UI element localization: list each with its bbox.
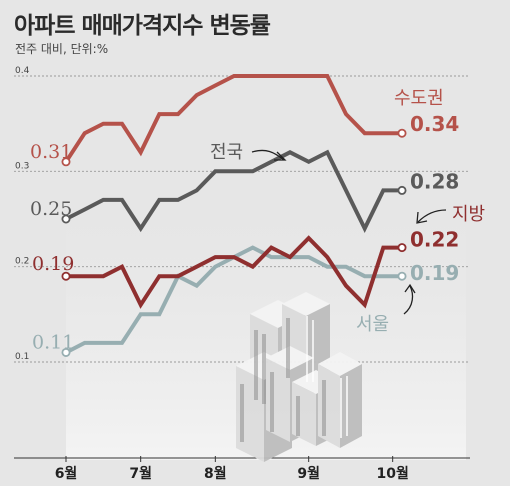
series-end-point-1 <box>397 185 407 195</box>
series-line-2 <box>66 235 402 309</box>
series-line-1 <box>65 149 402 234</box>
chart-title: 아파트 매매가격지수 변동률 <box>14 13 271 39</box>
y-tick-label-2: 0.3 <box>15 161 29 171</box>
series-name-1: 전국 <box>210 142 243 163</box>
chart-subtitle: 전주 대비, 단위:% <box>15 42 109 56</box>
x-tick-label-4: 10월 <box>376 465 408 482</box>
regional-arrow-icon <box>417 209 447 223</box>
series-end-label-3: 0.19 <box>410 261 459 285</box>
seoul-arrow-icon <box>403 285 414 315</box>
x-tick-label-2: 8월 <box>204 465 227 482</box>
series-start-label-1: 0.25 <box>30 198 72 220</box>
y-tick-label-0: 0.1 <box>15 352 29 362</box>
series-start-point-2 <box>61 271 71 281</box>
series-start-point-0 <box>61 157 71 167</box>
series-end-label-2: 0.22 <box>410 228 459 252</box>
series-end-point-2 <box>397 243 407 253</box>
x-axis: 6월 7월 8월 9월 10월 <box>14 456 470 482</box>
series-end-label-0: 0.34 <box>410 112 459 136</box>
series-end-point-0 <box>397 128 407 138</box>
series-name-2: 지방 <box>452 204 485 225</box>
x-tick-label-3: 9월 <box>297 465 320 482</box>
series-end-label-1: 0.28 <box>410 169 459 193</box>
seoul-arrowhead-icon <box>404 283 416 294</box>
series-name-0: 수도권 <box>394 88 444 109</box>
labels-layer: 0.31 0.25 0.19 0.11 0.34 0.28 0.22 0.19 수도권전국지방서… <box>30 88 485 353</box>
national-arrow-icon <box>251 149 285 161</box>
series-start-point-3 <box>61 347 71 357</box>
national-arrowhead-icon <box>274 151 287 161</box>
series-name-3: 서울 <box>356 314 389 335</box>
series-start-label-3: 0.11 <box>32 331 74 353</box>
series-start-point-1 <box>61 214 71 224</box>
y-tick-label-3: 0.4 <box>15 66 30 76</box>
y-tick-label-1: 0.2 <box>15 257 29 267</box>
regional-arrowhead-icon <box>416 211 428 224</box>
x-tick-label-0: 6월 <box>55 465 78 482</box>
series-start-label-2: 0.19 <box>32 253 74 275</box>
series-end-point-3 <box>397 271 407 281</box>
series-layer <box>61 74 407 357</box>
series-line-0 <box>64 74 402 163</box>
x-tick-label-1: 7월 <box>129 465 152 482</box>
apartment-buildings-illustration <box>236 292 362 462</box>
series-start-label-0: 0.31 <box>30 141 72 163</box>
